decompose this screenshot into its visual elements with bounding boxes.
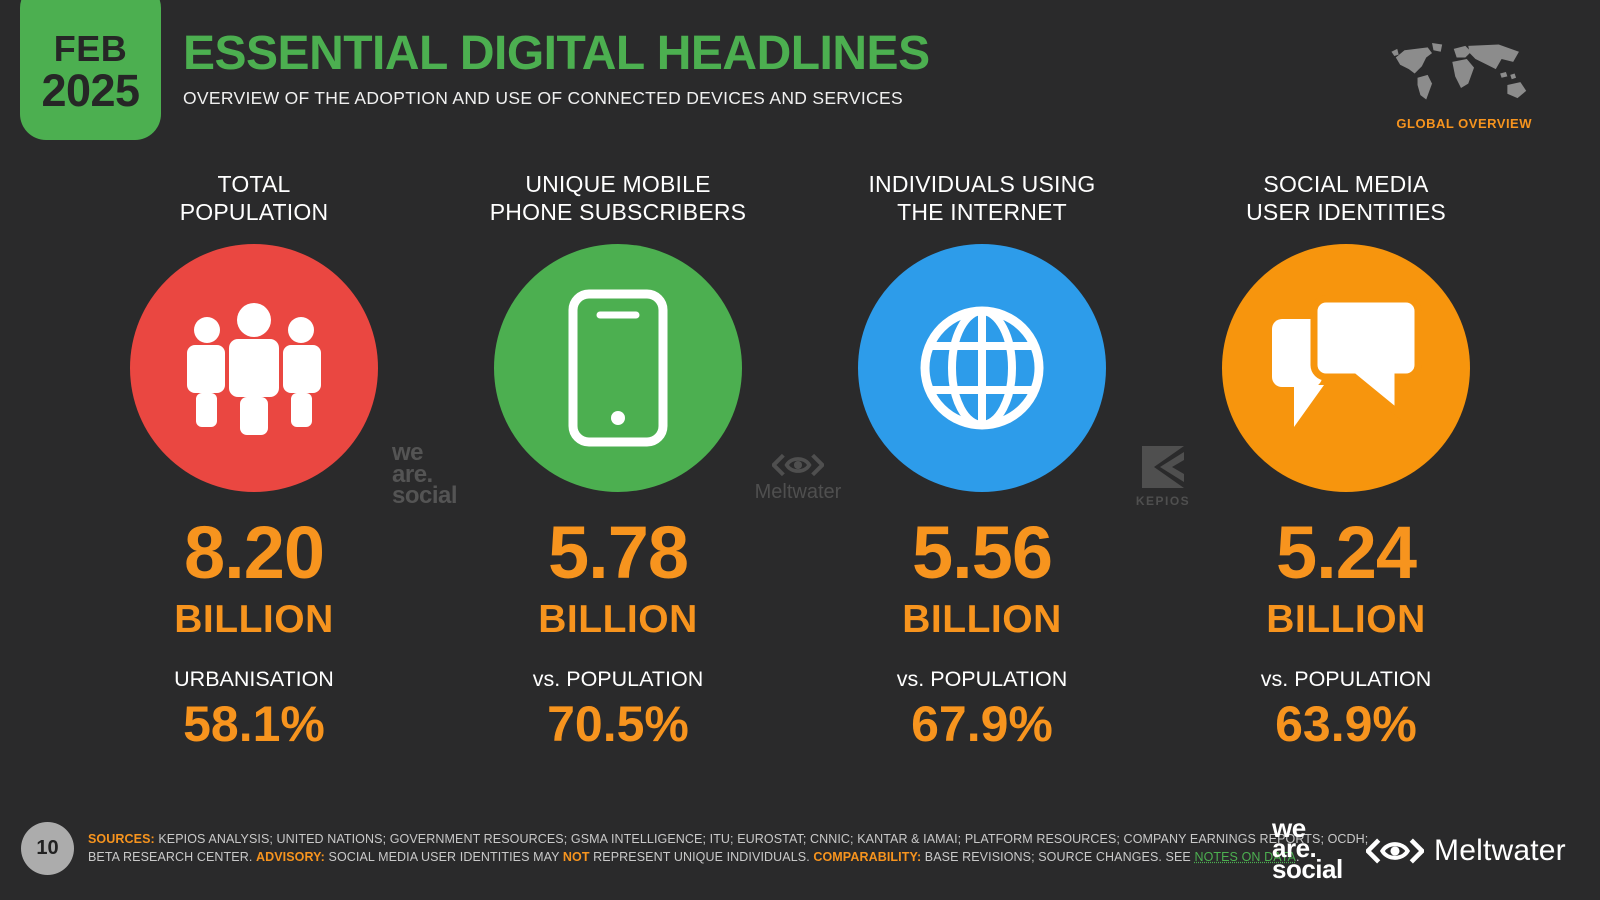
stat-sub-label: URBANISATION <box>174 667 334 691</box>
sources-body: BETA RESEARCH CENTER. <box>88 849 256 864</box>
chat-bubbles-icon <box>1272 295 1422 427</box>
meltwater-watermark-label: Meltwater <box>754 481 842 503</box>
stat-heading-line1: SOCIAL MEDIA <box>1263 171 1429 197</box>
stat-heading: INDIVIDUALS USING THE INTERNET <box>868 170 1095 232</box>
stat-sub-label: vs. POPULATION <box>532 667 704 691</box>
logo-line: social <box>1272 853 1343 884</box>
stat-heading-line2: USER IDENTITIES <box>1246 199 1446 225</box>
page-title: ESSENTIAL DIGITAL HEADLINES <box>183 27 930 80</box>
header: ESSENTIAL DIGITAL HEADLINES OVERVIEW OF … <box>183 30 930 109</box>
stat-sub-label: vs. POPULATION <box>1260 667 1432 691</box>
stat-unit: BILLION <box>902 598 1062 641</box>
badge-year: 2025 <box>41 64 140 116</box>
stat-heading-line2: POPULATION <box>179 199 329 225</box>
page-number: 10 <box>36 837 59 859</box>
world-map-icon <box>1391 43 1527 100</box>
advisory-body: REPRESENT UNIQUE INDIVIDUALS. <box>589 849 814 864</box>
stat-value: 8.20 <box>183 511 325 594</box>
advisory-label: ADVISORY: <box>255 849 325 864</box>
stat-circle <box>858 244 1106 492</box>
advisory-body: SOCIAL MEDIA USER IDENTITIES MAY <box>324 849 563 864</box>
stat-sub-value: 58.1% <box>183 695 325 752</box>
comparability-label: COMPARABILITY: <box>813 849 922 864</box>
stat-column-population: TOTAL POPULATION 8.20 BILLION URBANI <box>72 170 436 749</box>
sources-body: KEPIOS ANALYSIS; UNITED NATIONS; GOVERNM… <box>154 832 1369 846</box>
region-label: GLOBAL OVERVIEW <box>1396 116 1532 131</box>
notes-on-data-link[interactable]: NOTES ON DATA <box>1194 849 1296 864</box>
global-overview-block: GLOBAL OVERVIEW <box>1390 34 1532 131</box>
wearesocial-logo: we are. social <box>1272 813 1343 884</box>
stat-column-social: SOCIAL MEDIA USER IDENTITIES 5.24 BILLIO… <box>1164 170 1528 749</box>
stat-heading-line1: UNIQUE MOBILE <box>525 171 711 197</box>
meltwater-eye-icon <box>772 453 824 477</box>
sources-line2: BETA RESEARCH CENTER. ADVISORY: SOCIAL M… <box>88 849 1299 867</box>
badge-month: FEB <box>53 27 128 69</box>
stat-column-mobile: UNIQUE MOBILE PHONE SUBSCRIBERS 5.78 BIL… <box>436 170 800 749</box>
stat-value: 5.78 <box>547 511 689 594</box>
comparability-body: BASE REVISIONS; SOURCE CHANGES. SEE <box>921 849 1195 864</box>
page-number-badge: 10 <box>21 822 74 875</box>
watermark-line: social <box>392 482 458 510</box>
stat-unit: BILLION <box>174 598 334 641</box>
stat-value: 5.24 <box>1275 511 1417 594</box>
watermark-line: we <box>392 439 424 466</box>
people-icon <box>187 303 321 435</box>
logo-line: we <box>1272 813 1306 843</box>
watermark-line: are. <box>392 460 433 488</box>
stat-heading: SOCIAL MEDIA USER IDENTITIES <box>1246 170 1446 232</box>
stat-circle <box>494 244 742 492</box>
stat-heading-line2: THE INTERNET <box>897 199 1067 225</box>
stat-heading-line1: TOTAL <box>217 171 291 197</box>
sources-body: . <box>1295 849 1300 864</box>
mobile-phone-icon <box>568 289 668 447</box>
date-badge: FEB 2025 <box>20 0 161 140</box>
stat-unit: BILLION <box>1266 598 1426 641</box>
stat-heading: UNIQUE MOBILE PHONE SUBSCRIBERS <box>490 170 746 232</box>
sources-label: SOURCES: <box>88 832 155 846</box>
kepios-watermark: KEPIOS <box>1128 446 1198 508</box>
meltwater-logo: Meltwater <box>1366 834 1566 868</box>
stat-sub-label: vs. POPULATION <box>896 667 1068 691</box>
stat-heading-line1: INDIVIDUALS USING <box>868 171 1096 197</box>
kepios-logo-icon <box>1142 446 1184 488</box>
stat-circle <box>130 244 378 492</box>
stat-value: 5.56 <box>911 511 1053 594</box>
not-emphasis: NOT <box>562 849 590 864</box>
stat-heading: TOTAL POPULATION <box>180 170 329 232</box>
wearesocial-watermark: we are. social <box>392 439 458 510</box>
meltwater-eye-icon <box>1366 838 1424 864</box>
stat-heading-line2: PHONE SUBSCRIBERS <box>489 199 747 225</box>
meltwater-watermark: Meltwater <box>740 452 856 504</box>
stat-unit: BILLION <box>538 598 698 641</box>
globe-icon <box>920 306 1044 430</box>
sources-text: SOURCES: KEPIOS ANALYSIS; UNITED NATIONS… <box>88 831 1368 867</box>
stat-circle <box>1222 244 1470 492</box>
logo-line: are. <box>1272 833 1317 864</box>
stat-column-internet: INDIVIDUALS USING THE INTERNET 5.56 BILL… <box>800 170 1164 749</box>
meltwater-logo-label: Meltwater <box>1434 834 1566 867</box>
stat-sub-value: 67.9% <box>911 695 1053 752</box>
stat-sub-value: 63.9% <box>1275 695 1417 752</box>
stat-sub-value: 70.5% <box>547 695 689 752</box>
page-subtitle: OVERVIEW OF THE ADOPTION AND USE OF CONN… <box>183 88 903 108</box>
sources-line1: SOURCES: KEPIOS ANALYSIS; UNITED NATIONS… <box>88 831 1368 849</box>
stats-row: TOTAL POPULATION 8.20 BILLION URBANI <box>72 170 1528 749</box>
kepios-watermark-label: KEPIOS <box>1135 494 1191 508</box>
